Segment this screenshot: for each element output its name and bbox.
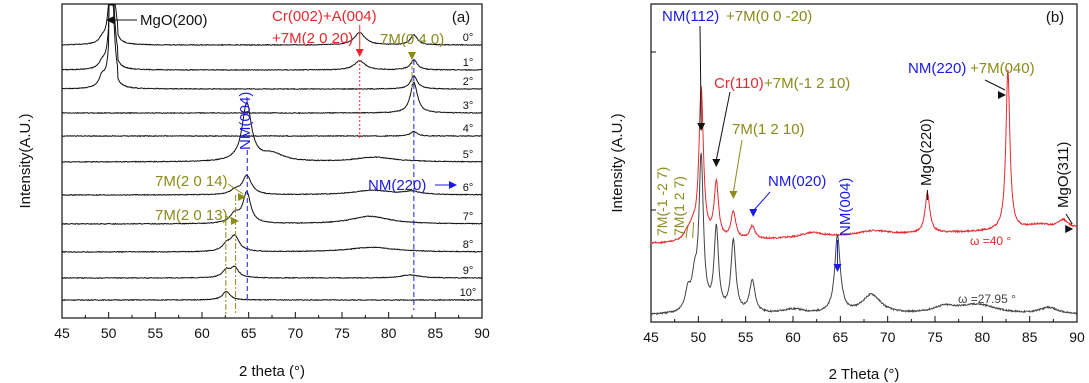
b-x-tick-label: 65	[833, 329, 849, 345]
series-line-5	[61, 101, 483, 163]
b-series-line-0	[650, 69, 1078, 245]
b-arrow-cr110	[715, 91, 731, 161]
b-annotation-nm112: NM(112)	[662, 8, 719, 25]
b-x-tick-label: 55	[738, 329, 754, 345]
b-x-tick-label: 90	[1069, 329, 1085, 345]
series-label-10: 10°	[460, 287, 477, 299]
series-label-7: 7°	[463, 211, 474, 223]
x-tick-label: 55	[148, 325, 164, 341]
series-label-6: 6°	[463, 182, 474, 194]
x-tick-label: 85	[428, 325, 444, 341]
b-x-tick-label: 80	[975, 329, 991, 345]
b-arrowhead-nm220	[998, 91, 1006, 99]
panel-a-label: (a)	[452, 9, 470, 26]
series-line-6	[61, 174, 483, 197]
b-annotation-mgo220: MgO(220)	[918, 118, 935, 186]
x-tick-label: 90	[474, 325, 490, 341]
x-tick-label: 45	[54, 325, 70, 341]
b-arrowhead-nm020	[749, 209, 758, 217]
annotation-7m040: 7M(0 4 0)	[380, 31, 444, 48]
b-arrow-nm220	[984, 79, 1006, 91]
b-arrow-mgo311	[1065, 213, 1073, 225]
series-line-4	[61, 130, 483, 138]
arrowhead-nm220	[449, 181, 457, 189]
annotation-nm220: NM(220)	[368, 177, 426, 194]
series-line-0	[61, 4, 483, 47]
b-series-line-1	[650, 152, 1078, 316]
arrow-7m2014	[227, 183, 244, 195]
x-tick-label: 50	[101, 325, 117, 341]
b-arrowhead-nm004	[833, 264, 842, 272]
b-annotation-7m-1-27: 7M(-1 -2 7)	[654, 167, 670, 236]
b-arrowhead-cr110	[712, 159, 721, 167]
b-x-tick-label: 75	[927, 329, 943, 345]
series-line-2	[61, 4, 483, 91]
arrowhead-cr002	[355, 49, 364, 57]
b-arrowhead-7m1210	[729, 191, 738, 199]
panel-a: 0° 1° 2° 3° 4° 5° 6° 7° 8° 9° 10° 45 50 55 60 65 70 75 80…	[17, 3, 490, 380]
b-annotation-nm004: NM(004)	[837, 178, 854, 236]
b-annotation-mgo311: MgO(311)	[1055, 142, 1072, 208]
series-label-8: 8°	[463, 239, 474, 251]
b-annotation-7m127: 7M(1 2 7)	[671, 176, 687, 236]
annotation-7m2020: +7M(2 0 20)	[272, 30, 353, 47]
b-annotation-7m0020: +7M(0 0 -20)	[726, 8, 812, 25]
b-x-tick-label: 70	[880, 329, 896, 345]
b-x-tick-label: 50	[691, 329, 707, 345]
series-label-3: 3°	[463, 100, 474, 112]
annotation-7m2013: 7M(2 0 13)	[155, 207, 228, 224]
panel-b-ylabel: Intensity (A.U.)	[609, 113, 626, 212]
b-arrowhead-nm112	[697, 123, 706, 131]
panel-b-label: (b)	[1046, 9, 1064, 26]
panel-b-xlabel: 2 Theta (°)	[829, 366, 900, 383]
panel-a-xlabel: 2 theta (°)	[239, 363, 305, 380]
series-label-2: 2°	[463, 76, 474, 88]
b-x-tick-label: 45	[643, 329, 659, 345]
x-tick-label: 80	[381, 325, 397, 341]
series-label-9: 9°	[463, 265, 474, 277]
annotation-cr002: Cr(002)+A(004)	[272, 8, 377, 25]
series-line-7	[61, 190, 483, 226]
b-arrow-nm020	[752, 191, 771, 212]
b-arrowhead-mgo311	[1065, 225, 1074, 233]
arrowhead-7m2013	[231, 217, 239, 225]
series-label-5: 5°	[463, 149, 474, 161]
series-line-8	[61, 234, 483, 254]
b-arrow-7m127	[692, 221, 695, 239]
b-arrow-7m-1-27	[685, 224, 689, 239]
b-annotation-7m040: +7M(040)	[970, 60, 1035, 77]
series-line-10	[61, 290, 483, 302]
b-x-tick-label: 85	[1022, 329, 1038, 345]
series-label-omega2795: ω =27.95 °	[958, 292, 1016, 306]
arrowhead-7m2014	[238, 193, 246, 201]
b-annotation-nm220: NM(220)	[908, 60, 966, 77]
arrowhead-7m040	[408, 52, 416, 60]
b-arrow-7m1210	[732, 139, 743, 193]
series-label-1: 1°	[463, 57, 474, 69]
b-annotation-7m1210n: +7M(-1 2 10)	[764, 75, 850, 92]
b-x-tick-label: 60	[785, 329, 801, 345]
series-label-4: 4°	[463, 123, 474, 135]
x-tick-label: 75	[334, 325, 350, 341]
panel-b: ω =40 ° ω =27.95 ° 45 50 55 60 65 70 75 80 85 90 N…	[609, 3, 1085, 383]
x-tick-label: 70	[288, 325, 304, 341]
panel-a-ylabel: Intensity(A.U.)	[17, 113, 34, 208]
x-tick-label: 65	[241, 325, 257, 341]
series-label-omega40: ω =40 °	[970, 234, 1011, 248]
b-annotation-cr110: Cr(110)	[714, 75, 764, 92]
series-line-9	[61, 265, 483, 280]
b-arrow-nm112	[699, 25, 702, 125]
b-annotation-nm020: NM(020)	[768, 173, 826, 190]
annotation-nm004: NM(004)	[237, 92, 254, 150]
series-label-0: 0°	[463, 32, 474, 44]
annotation-mgo200: MgO(200)	[140, 12, 208, 29]
b-annotation-7m1210: 7M(1 2 10)	[732, 121, 805, 138]
arrowhead-mgo200	[106, 16, 114, 24]
annotation-7m2014: 7M(2 0 14)	[155, 173, 228, 190]
x-tick-label: 60	[194, 325, 210, 341]
series-line-3	[61, 81, 483, 115]
